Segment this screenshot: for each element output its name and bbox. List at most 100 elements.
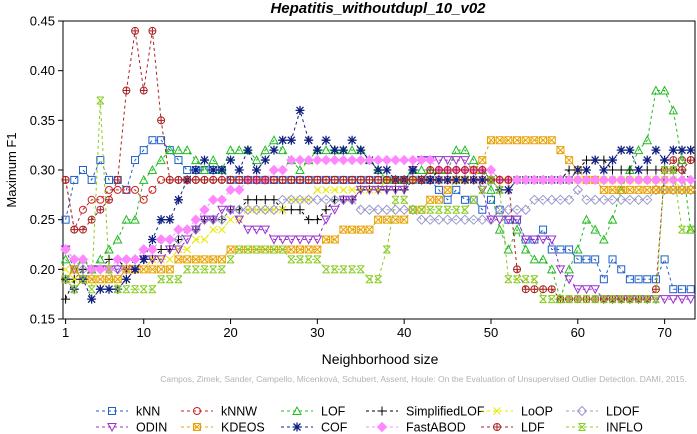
data-point [530, 285, 539, 294]
data-point [443, 175, 453, 185]
data-point [520, 244, 531, 254]
axes: 1 10 20 30 40 50 60 70 0.15 0.20 0.25 0.30 0.35 0.40 0… [30, 14, 672, 341]
data-point [486, 136, 495, 145]
data-point [452, 185, 461, 194]
data-point [191, 175, 200, 184]
data-point [286, 205, 296, 215]
data-point [121, 274, 131, 284]
data-point [321, 205, 331, 215]
data-point [157, 116, 166, 125]
data-point [209, 225, 218, 234]
data-point [686, 156, 695, 165]
data-point [296, 175, 304, 184]
data-point [634, 295, 643, 304]
data-point [260, 225, 271, 235]
data-point [642, 174, 653, 186]
data-point [252, 195, 262, 205]
data-point [538, 235, 548, 245]
data-point [191, 165, 201, 175]
data-point [190, 155, 201, 165]
data-point [563, 194, 575, 206]
data-point [374, 175, 383, 184]
data-point [572, 244, 583, 254]
data-point [442, 156, 453, 166]
data-point [434, 175, 444, 185]
data-point [138, 244, 149, 255]
data-point [70, 225, 79, 234]
data-point [286, 235, 297, 245]
data-point [226, 255, 235, 264]
data-point [303, 235, 314, 245]
data-point [278, 175, 287, 184]
data-point [165, 215, 175, 225]
data-point [348, 175, 357, 184]
data-point [130, 264, 140, 274]
data-point [338, 145, 348, 155]
data-point [226, 155, 236, 165]
data-point [547, 136, 556, 145]
data-point [374, 176, 382, 184]
data-point [330, 265, 339, 274]
data-point [520, 204, 531, 215]
data-point [112, 234, 123, 244]
data-point [261, 176, 269, 184]
data-point [173, 195, 183, 205]
data-point [312, 235, 323, 245]
data-point [382, 245, 391, 254]
data-point [139, 146, 148, 155]
data-point [677, 295, 687, 305]
data-point [216, 214, 228, 225]
data-point [242, 204, 254, 215]
y-tick-label: 0.40 [30, 63, 55, 78]
data-point [617, 295, 626, 304]
chart-title: Hepatitis_withoutdupl_10_v02 [270, 0, 486, 17]
data-point [435, 166, 443, 174]
data-point [108, 407, 116, 415]
data-point [148, 255, 157, 264]
legend-label: KDEOS [221, 421, 265, 434]
data-point [616, 194, 627, 206]
data-point [304, 215, 314, 225]
data-point [329, 194, 340, 206]
series-line [65, 100, 691, 300]
data-point [642, 155, 652, 165]
data-point [390, 154, 401, 166]
data-point [434, 166, 443, 174]
data-point [70, 285, 79, 294]
data-point [478, 205, 487, 214]
data-point [478, 166, 487, 174]
data-point [444, 166, 452, 174]
data-point [209, 255, 218, 264]
data-point [191, 265, 200, 274]
data-point [409, 205, 417, 214]
data-point [95, 264, 106, 275]
data-point [243, 175, 252, 184]
data-point [278, 245, 287, 254]
data-point [61, 175, 70, 184]
data-point [268, 164, 280, 176]
data-point [313, 176, 321, 184]
data-point [443, 185, 452, 194]
data-point [452, 166, 461, 174]
data-point [78, 166, 87, 174]
data-point [191, 255, 200, 264]
data-point [147, 244, 158, 255]
data-point [286, 194, 297, 206]
data-point [225, 145, 236, 155]
data-point [418, 176, 426, 184]
data-point [599, 185, 608, 194]
data-point [565, 295, 573, 304]
data-point [226, 175, 235, 184]
data-point [313, 245, 322, 254]
data-point [687, 156, 695, 164]
data-point [86, 264, 97, 275]
data-point [504, 275, 513, 284]
data-point [563, 174, 575, 186]
data-point [642, 165, 652, 175]
legend-item-kdeos: KDEOS [181, 421, 265, 434]
data-point [460, 195, 469, 204]
data-point [686, 225, 695, 234]
data-point [608, 295, 617, 304]
data-point [555, 194, 566, 206]
x-tick-label: 1 [62, 325, 69, 340]
